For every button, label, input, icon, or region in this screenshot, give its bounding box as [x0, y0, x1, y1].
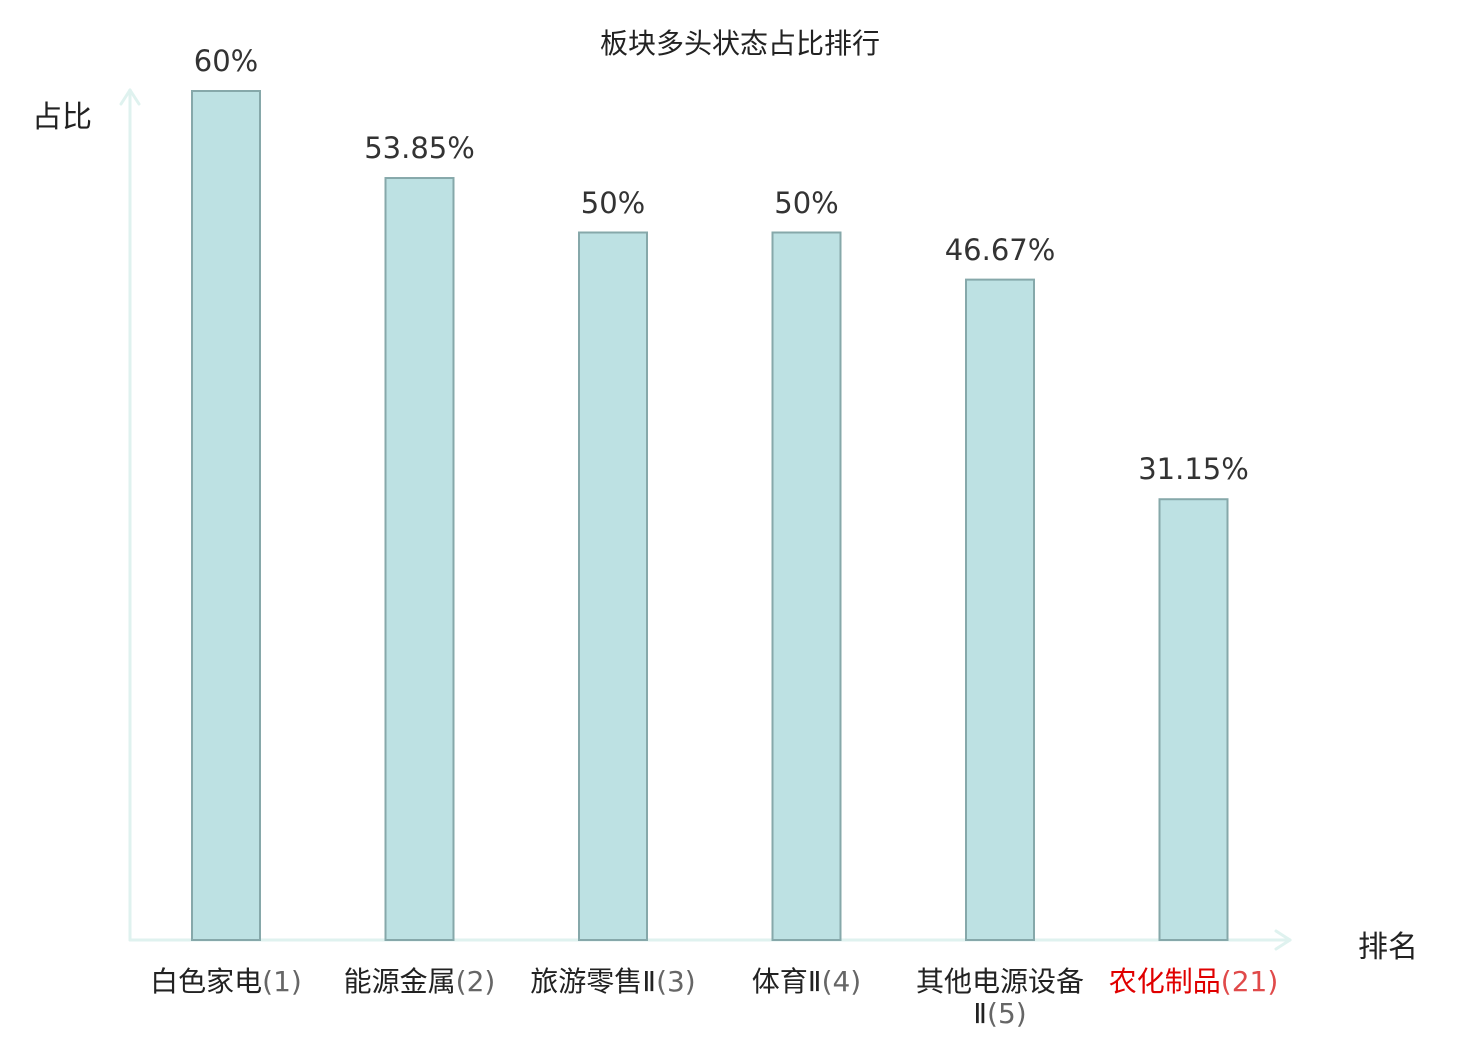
chart-title: 板块多头状态占比排行: [599, 27, 880, 60]
category-rank: (4): [821, 965, 862, 998]
bars: [191, 90, 1229, 941]
category-rank: (5): [987, 997, 1027, 1030]
category-name: 农化制品: [1108, 965, 1221, 998]
bar-value-label: 53.85%: [364, 131, 475, 166]
category-label: 体育Ⅱ(4): [717, 966, 897, 998]
category-name: 其他电源设备Ⅱ: [915, 965, 1084, 1030]
x-axis-arrow-top: [1274, 929, 1292, 942]
x-axis-label: 排名: [1358, 930, 1418, 965]
bar-value-label: 50%: [580, 185, 646, 220]
category-rank: (21): [1220, 965, 1279, 998]
bar: [1158, 498, 1229, 941]
bar-value-label: 46.67%: [944, 232, 1056, 267]
category-label: 旅游零售Ⅱ(3): [523, 966, 703, 998]
category-label: 白色家电(1): [136, 966, 316, 998]
bar-value-label: 50%: [774, 185, 839, 220]
bar: [771, 231, 842, 941]
category-label: 农化制品(21): [1104, 966, 1284, 998]
category-name: 能源金属: [343, 965, 456, 998]
bar: [578, 231, 648, 941]
y-axis-arrow-left: [119, 88, 132, 106]
y-axis-label: 占比: [32, 100, 92, 135]
bar: [191, 90, 261, 941]
category-label: 能源金属(2): [330, 966, 510, 998]
x-axis-arrow-bottom: [1274, 938, 1292, 951]
category-name: 体育Ⅱ: [751, 965, 822, 998]
category-rank: (1): [262, 965, 302, 998]
category-rank: (3): [656, 965, 696, 998]
bar: [384, 177, 455, 941]
category-name: 白色家电: [150, 965, 263, 998]
bar: [965, 278, 1035, 941]
bar-value-label: 60%: [193, 44, 259, 78]
category-rank: (2): [455, 965, 496, 998]
category-name: 旅游零售Ⅱ: [530, 965, 657, 998]
y-axis-arrow-right: [128, 88, 141, 106]
bar-value-label: 31.15%: [1138, 452, 1249, 487]
category-label: 其他电源设备Ⅱ(5): [910, 966, 1090, 1030]
axes: [119, 88, 1292, 951]
